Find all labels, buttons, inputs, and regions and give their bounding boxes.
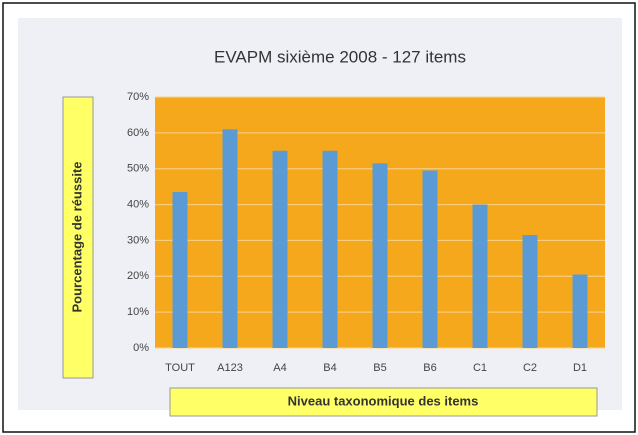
bar bbox=[522, 235, 538, 348]
x-tick-label: B5 bbox=[373, 362, 386, 374]
x-tick-label: B6 bbox=[423, 362, 436, 374]
bar bbox=[422, 170, 438, 348]
y-tick-label: 0% bbox=[133, 342, 149, 354]
x-tick-label: A123 bbox=[217, 362, 243, 374]
x-label-box bbox=[169, 387, 598, 417]
y-tick-label: 20% bbox=[127, 270, 149, 282]
y-tick-label: 70% bbox=[127, 91, 149, 103]
x-tick-label: D1 bbox=[573, 362, 587, 374]
x-tick-label: C1 bbox=[473, 362, 487, 374]
bar bbox=[222, 129, 238, 348]
bar bbox=[272, 150, 288, 348]
y-tick-label: 30% bbox=[127, 234, 149, 246]
x-tick-label: B4 bbox=[323, 362, 336, 374]
y-tick-label: 40% bbox=[127, 198, 149, 210]
bar bbox=[572, 274, 588, 348]
x-tick-label: C2 bbox=[523, 362, 537, 374]
bar bbox=[322, 150, 338, 348]
y-tick-label: 60% bbox=[127, 127, 149, 139]
y-label-box bbox=[62, 96, 94, 379]
x-tick-label: A4 bbox=[273, 362, 286, 374]
x-axis-label: Niveau taxonomique des items bbox=[288, 393, 479, 408]
chart-title: EVAPM sixième 2008 - 127 items bbox=[214, 47, 466, 66]
y-tick-label: 10% bbox=[127, 306, 149, 318]
x-tick-label: TOUT bbox=[165, 362, 195, 374]
bar bbox=[172, 192, 188, 348]
y-tick-label: 50% bbox=[127, 163, 149, 175]
y-axis-label: Pourcentage de réussite bbox=[69, 162, 84, 313]
bar bbox=[372, 163, 388, 348]
bar bbox=[472, 204, 488, 348]
